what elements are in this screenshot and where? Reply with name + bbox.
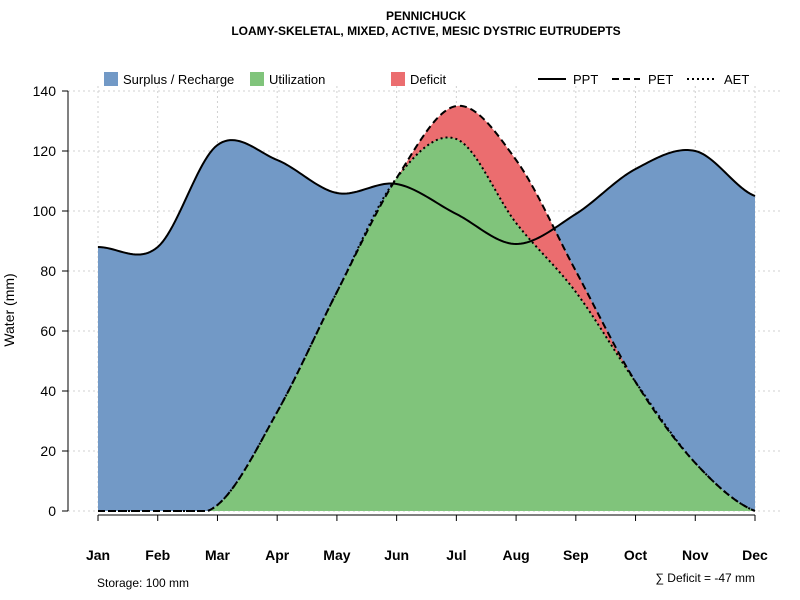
y-tick-label: 60 (40, 323, 56, 339)
x-tick-label: Aug (502, 547, 529, 563)
legend-label-pet: PET (648, 72, 673, 87)
deficit-sum-note: ∑ Deficit = -47 mm (655, 571, 755, 585)
legend-label-ppt: PPT (573, 72, 598, 87)
area-surplus-over (98, 140, 755, 511)
chart-title: PENNICHUCK (386, 9, 466, 23)
y-tick-label: 20 (40, 443, 56, 459)
legend-swatch-utilization (250, 72, 264, 86)
plot-areas (98, 105, 755, 512)
y-tick-label: 120 (33, 143, 57, 159)
legend-label-surplus: Surplus / Recharge (123, 72, 234, 87)
area-utilization (98, 137, 755, 512)
series-line-aet (98, 136, 756, 512)
y-tick-label: 40 (40, 383, 56, 399)
y-tick-label: 100 (33, 203, 57, 219)
legend-swatch-deficit (391, 72, 405, 86)
x-tick-label: Dec (742, 547, 768, 563)
x-tick-label: Oct (624, 547, 648, 563)
storage-note: Storage: 100 mm (97, 576, 189, 590)
x-tick-label: Apr (265, 547, 290, 563)
x-tick-label: Jun (384, 547, 409, 563)
y-tick-label: 140 (33, 83, 57, 99)
x-tick-label: Nov (682, 547, 709, 563)
x-tick-label: Sep (563, 547, 589, 563)
x-tick-label: Jan (86, 547, 110, 563)
plot-lines (97, 104, 756, 512)
y-tick-label: 80 (40, 263, 56, 279)
x-tick-label: Feb (145, 547, 170, 563)
axes: 0 20 40 60 80 100 120 140 Jan Feb Mar Apr May Jun Jul A… (33, 83, 768, 563)
legend-label-deficit: Deficit (410, 72, 447, 87)
y-axis-label: Water (mm) (1, 273, 17, 346)
series-line-pet (98, 104, 756, 512)
y-tick-label: 0 (48, 503, 56, 519)
x-tick-label: Jul (446, 547, 466, 563)
legend-label-utilization: Utilization (269, 72, 325, 87)
series-line-ppt (97, 139, 756, 256)
legend-swatch-surplus (104, 72, 118, 86)
legend-label-aet: AET (724, 72, 749, 87)
x-tick-label: May (323, 547, 350, 563)
legend: Surplus / Recharge Utilization Deficit P… (104, 72, 749, 87)
chart-subtitle: LOAMY-SKELETAL, MIXED, ACTIVE, MESIC DYS… (231, 24, 620, 38)
x-tick-label: Mar (205, 547, 230, 563)
